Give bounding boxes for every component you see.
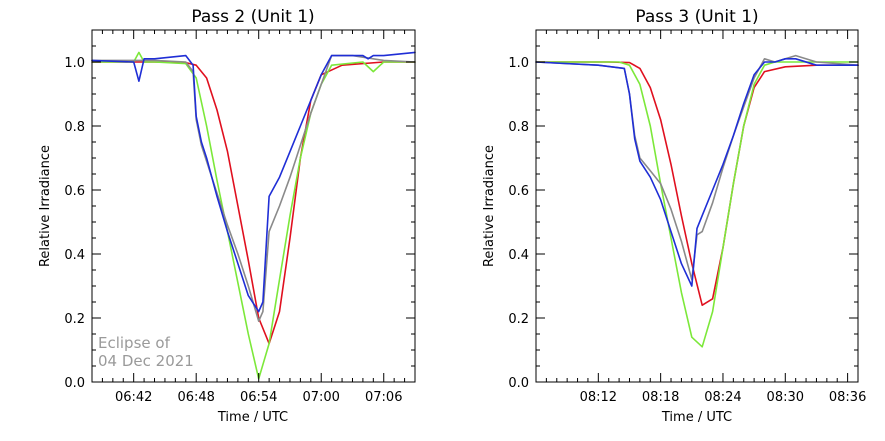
x-axis-label: Time / UTC [661, 410, 732, 425]
series-line-4 [91, 51, 416, 313]
axis-ticks: 06:42 06:48 06:54 07:00 07:06 0.0 0.2 0.4 0.6 0.8… [64, 29, 416, 405]
x-tick-label: 08:24 [704, 390, 741, 405]
x-axis-label: Time / UTC [217, 410, 288, 425]
chart-title: Pass 3 (Unit 1) [635, 7, 758, 27]
series-line-3 [535, 54, 859, 281]
plot-area [91, 51, 416, 380]
series-line-3 [91, 54, 416, 323]
y-tick-label: 0.0 [64, 376, 85, 391]
x-tick-label: 07:06 [365, 390, 402, 405]
y-tick-label: 0.4 [64, 248, 85, 263]
plot-frame [535, 29, 859, 383]
y-tick-label: 0.2 [508, 312, 529, 327]
y-tick-label: 0.8 [64, 120, 85, 135]
panel-pass-3: Pass 3 (Unit 1) 08:12 08:18 08:24 08:30 08:3… [482, 7, 866, 425]
annotation-line-1: Eclipse of [98, 334, 171, 352]
axis-ticks: 08:12 08:18 08:24 08:30 08:36 0.0 0.2 0.4 0.6 0.8… [508, 29, 866, 405]
x-tick-label: 08:12 [580, 390, 617, 405]
x-tick-label: 06:48 [177, 390, 214, 405]
x-tick-label: 08:18 [642, 390, 679, 405]
y-tick-label: 1.0 [508, 56, 529, 71]
y-tick-label: 0.0 [508, 376, 529, 391]
x-tick-label: 06:42 [115, 390, 152, 405]
plot-frame [91, 29, 416, 383]
annotation-line-2: 04 Dec 2021 [98, 352, 194, 370]
y-tick-label: 0.2 [64, 312, 85, 327]
y-tick-label: 0.4 [508, 248, 529, 263]
y-tick-label: 1.0 [64, 56, 85, 71]
y-axis-label: Relative Irradiance [482, 145, 497, 267]
y-tick-label: 0.6 [508, 184, 529, 199]
x-tick-label: 08:36 [829, 390, 866, 405]
plot-area [535, 54, 859, 348]
series-line-4 [535, 57, 859, 287]
chart-title: Pass 2 (Unit 1) [191, 7, 314, 27]
x-tick-label: 06:54 [240, 390, 277, 405]
series-line-2 [535, 61, 859, 348]
y-tick-label: 0.6 [64, 184, 85, 199]
y-axis-label: Relative Irradiance [38, 145, 53, 267]
series-line-1 [535, 61, 859, 307]
x-tick-label: 08:30 [767, 390, 804, 405]
y-tick-label: 0.8 [508, 120, 529, 135]
series-line-2 [91, 51, 416, 380]
x-tick-label: 07:00 [302, 390, 339, 405]
panel-pass-2: Pass 2 (Unit 1) 06:42 06:48 06:54 07:00 07:0… [38, 7, 416, 425]
